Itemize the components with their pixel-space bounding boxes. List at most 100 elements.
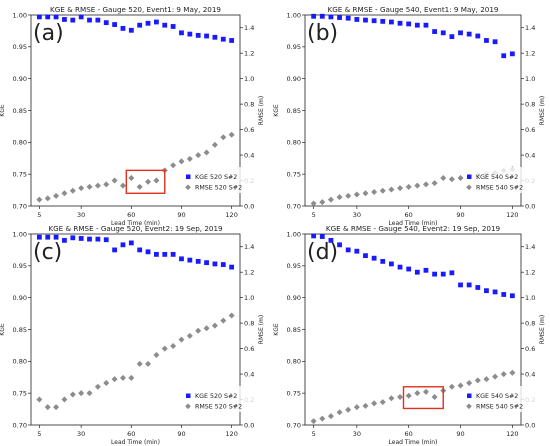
rmse-point [78, 185, 85, 192]
rmse-point [170, 343, 177, 350]
y-tick-label: 0.75 [287, 389, 301, 397]
rmse-point [431, 180, 438, 187]
y-axis-label: KGE [273, 323, 280, 336]
kge-point [371, 18, 377, 24]
x-tick-label: 120 [225, 430, 237, 438]
rmse-point [86, 183, 93, 190]
kge-point [458, 282, 463, 288]
rmse-point [336, 409, 343, 416]
kge-point [380, 18, 386, 24]
kge-point [120, 25, 126, 31]
y-tick-label: 0.90 [13, 75, 27, 83]
rmse-point [422, 388, 429, 395]
y2-tick-label: 0.6 [244, 126, 254, 134]
kge-point [45, 234, 51, 240]
y-tick-label: 1.00 [13, 230, 27, 238]
rmse-point [178, 158, 185, 165]
legend-rmse-marker [466, 184, 472, 191]
y2-tick-label: 0.0 [525, 421, 535, 429]
panel-letter: (d) [307, 240, 338, 265]
rmse-point [448, 383, 455, 390]
y2-tick-label: 1.0 [525, 75, 535, 83]
x-tick-label: 90 [456, 430, 464, 438]
kge-point [187, 31, 193, 37]
rmse-point [371, 400, 378, 407]
x-tick-label: 120 [225, 211, 237, 219]
x-tick-label: 120 [506, 430, 518, 438]
y-tick-label: 0.95 [13, 43, 27, 51]
y2-tick-label: 1.4 [525, 243, 535, 251]
rmse-point [431, 393, 438, 400]
y-tick-label: 0.75 [287, 170, 301, 178]
rmse-point [457, 382, 464, 389]
panel-letter: (a) [33, 21, 64, 46]
y-tick-label: 0.85 [287, 107, 301, 115]
highlight-box [402, 386, 444, 410]
legend-box [466, 167, 550, 193]
y-axis-label: KGE [0, 104, 6, 117]
rmse-point [44, 404, 51, 411]
kge-point [449, 34, 455, 40]
legend-rmse-label: RMSE 520 S#2 [195, 185, 242, 192]
y-tick-label: 1.00 [287, 11, 301, 19]
legend-box [185, 167, 275, 193]
rmse-point [69, 187, 76, 194]
x-tick-label: 90 [456, 211, 464, 219]
kge-point [170, 251, 176, 257]
rmse-point [136, 183, 143, 190]
rmse-point [61, 190, 68, 197]
y2-tick-label: 0.4 [525, 151, 535, 159]
rmse-point [228, 131, 235, 138]
x-tick-label: 5 [37, 211, 41, 219]
kge-point [475, 33, 481, 39]
legend-box [466, 386, 550, 412]
kge-point [414, 269, 420, 275]
y-tick-label: 0.70 [13, 421, 27, 429]
x-tick-label: 5 [37, 430, 41, 438]
rmse-point [119, 374, 126, 381]
kge-point [137, 22, 143, 28]
kge-point [179, 256, 184, 262]
kge-point [397, 264, 403, 270]
kge-point [337, 242, 342, 248]
kge-point [492, 289, 498, 295]
y-axis-label: KGE [0, 323, 6, 336]
y2-tick-label: 0.8 [244, 319, 254, 327]
x-axis-label: Lead Time (min) [389, 220, 438, 227]
legend-box [185, 386, 275, 412]
y2-tick-label: 0.8 [244, 100, 254, 108]
kge-point [62, 237, 67, 243]
legend-rmse-marker [185, 184, 191, 191]
rmse-point [61, 396, 68, 403]
y-tick-label: 0.75 [13, 389, 27, 397]
rmse-point [397, 185, 404, 192]
kge-point [501, 53, 507, 59]
rmse-point [388, 395, 395, 402]
rmse-point [509, 369, 516, 376]
rmse-point [195, 152, 202, 159]
y2-tick-label: 0.0 [525, 202, 535, 210]
legend-kge-marker [186, 393, 191, 398]
panel-b: KGE & RMSE - Gauge 540, Event1: 9 May, 2… [273, 5, 550, 227]
rmse-point [211, 141, 218, 148]
kge-point [380, 258, 386, 264]
rmse-point [136, 360, 143, 367]
rmse-point [186, 155, 193, 162]
x-axis-label: Lead Time (min) [111, 439, 160, 446]
kge-point [414, 22, 420, 28]
kge-point [179, 30, 184, 36]
y2-tick-label: 1.4 [244, 243, 254, 251]
y2-tick-label: 0.6 [525, 345, 535, 353]
rmse-point [379, 187, 386, 194]
kge-point [87, 17, 92, 23]
rmse-point [353, 191, 360, 198]
legend-rmse-label: RMSE 540 S#2 [476, 404, 523, 411]
y-axis-label: KGE [273, 104, 280, 117]
x-tick-label: 60 [405, 211, 413, 219]
y-tick-label: 0.70 [13, 202, 27, 210]
rmse-point [86, 390, 93, 397]
rmse-point [414, 390, 421, 397]
rmse-point [414, 182, 421, 189]
rmse-point [371, 188, 378, 195]
